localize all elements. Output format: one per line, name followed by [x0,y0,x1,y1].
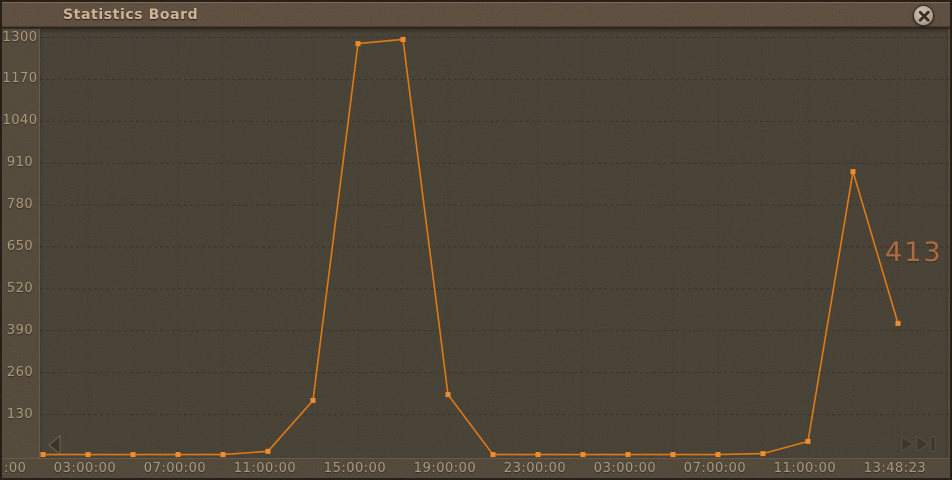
x-tick-label: 07:00:00 [683,461,747,476]
data-point-marker [850,169,856,175]
y-tick-label: 130 [6,406,34,422]
data-point-marker [130,452,136,458]
y-tick-label: 1040 [2,113,38,129]
x-tick-label: 03:00:00 [53,461,117,476]
data-point-marker [535,452,541,458]
data-point-marker [625,452,631,458]
data-point-marker [805,438,811,444]
x-tick-label: 07:00:00 [143,461,207,476]
y-tick-label: 520 [6,280,34,296]
x-tick-label: :00 [4,461,27,476]
current-value-label: 413 [885,237,943,268]
x-tick-label: 13:48:23 [863,461,927,476]
close-icon [918,10,930,22]
data-point-marker [85,452,91,458]
y-tick-label: 1170 [2,71,38,87]
y-axis: 1300 1170 1040 910 780 650 520 390 260 130 [2,29,39,458]
y-tick-label: 910 [6,155,34,171]
data-point-marker [265,448,271,454]
x-tick-label: 19:00:00 [413,461,477,476]
data-point-marker [445,392,451,398]
data-point-marker [715,452,721,458]
x-axis: :00 03:00:00 07:00:00 11:00:00 15:00:00 19:00… [2,458,950,478]
y-tick-label: 1300 [2,29,38,45]
y-tick-label: 780 [6,197,34,213]
x-tick-label: 15:00:00 [323,461,387,476]
chart-panel: 1300 1170 1040 910 780 650 520 390 260 130 413 :0… [2,29,950,478]
title-bar: Statistics Board [2,2,950,29]
data-point-marker [580,452,586,458]
data-point-marker [175,452,181,458]
y-tick-label: 390 [6,322,34,338]
window-title: Statistics Board [63,7,199,23]
x-tick-label: 11:00:00 [233,461,297,476]
y-tick-label: 650 [6,239,34,254]
x-tick-label: 03:00:00 [593,461,657,476]
x-tick-label: 23:00:00 [503,461,567,476]
data-point-marker [400,36,406,42]
data-line [43,38,899,456]
data-point-marker [40,452,46,458]
plot-area: 413 [39,29,949,458]
data-point-marker [760,451,766,457]
data-point-marker [355,41,361,47]
close-button[interactable] [913,5,934,26]
scroll-left-icon[interactable] [46,434,62,456]
skip-to-end-icon[interactable] [900,434,940,454]
data-point-marker [310,397,316,403]
data-point-marker [895,320,901,326]
x-tick-label: 11:00:00 [773,461,837,476]
y-tick-label: 260 [6,364,34,380]
data-point-marker [490,452,496,458]
data-point-marker [670,452,676,458]
line-chart [40,35,949,458]
data-point-marker [220,452,226,458]
